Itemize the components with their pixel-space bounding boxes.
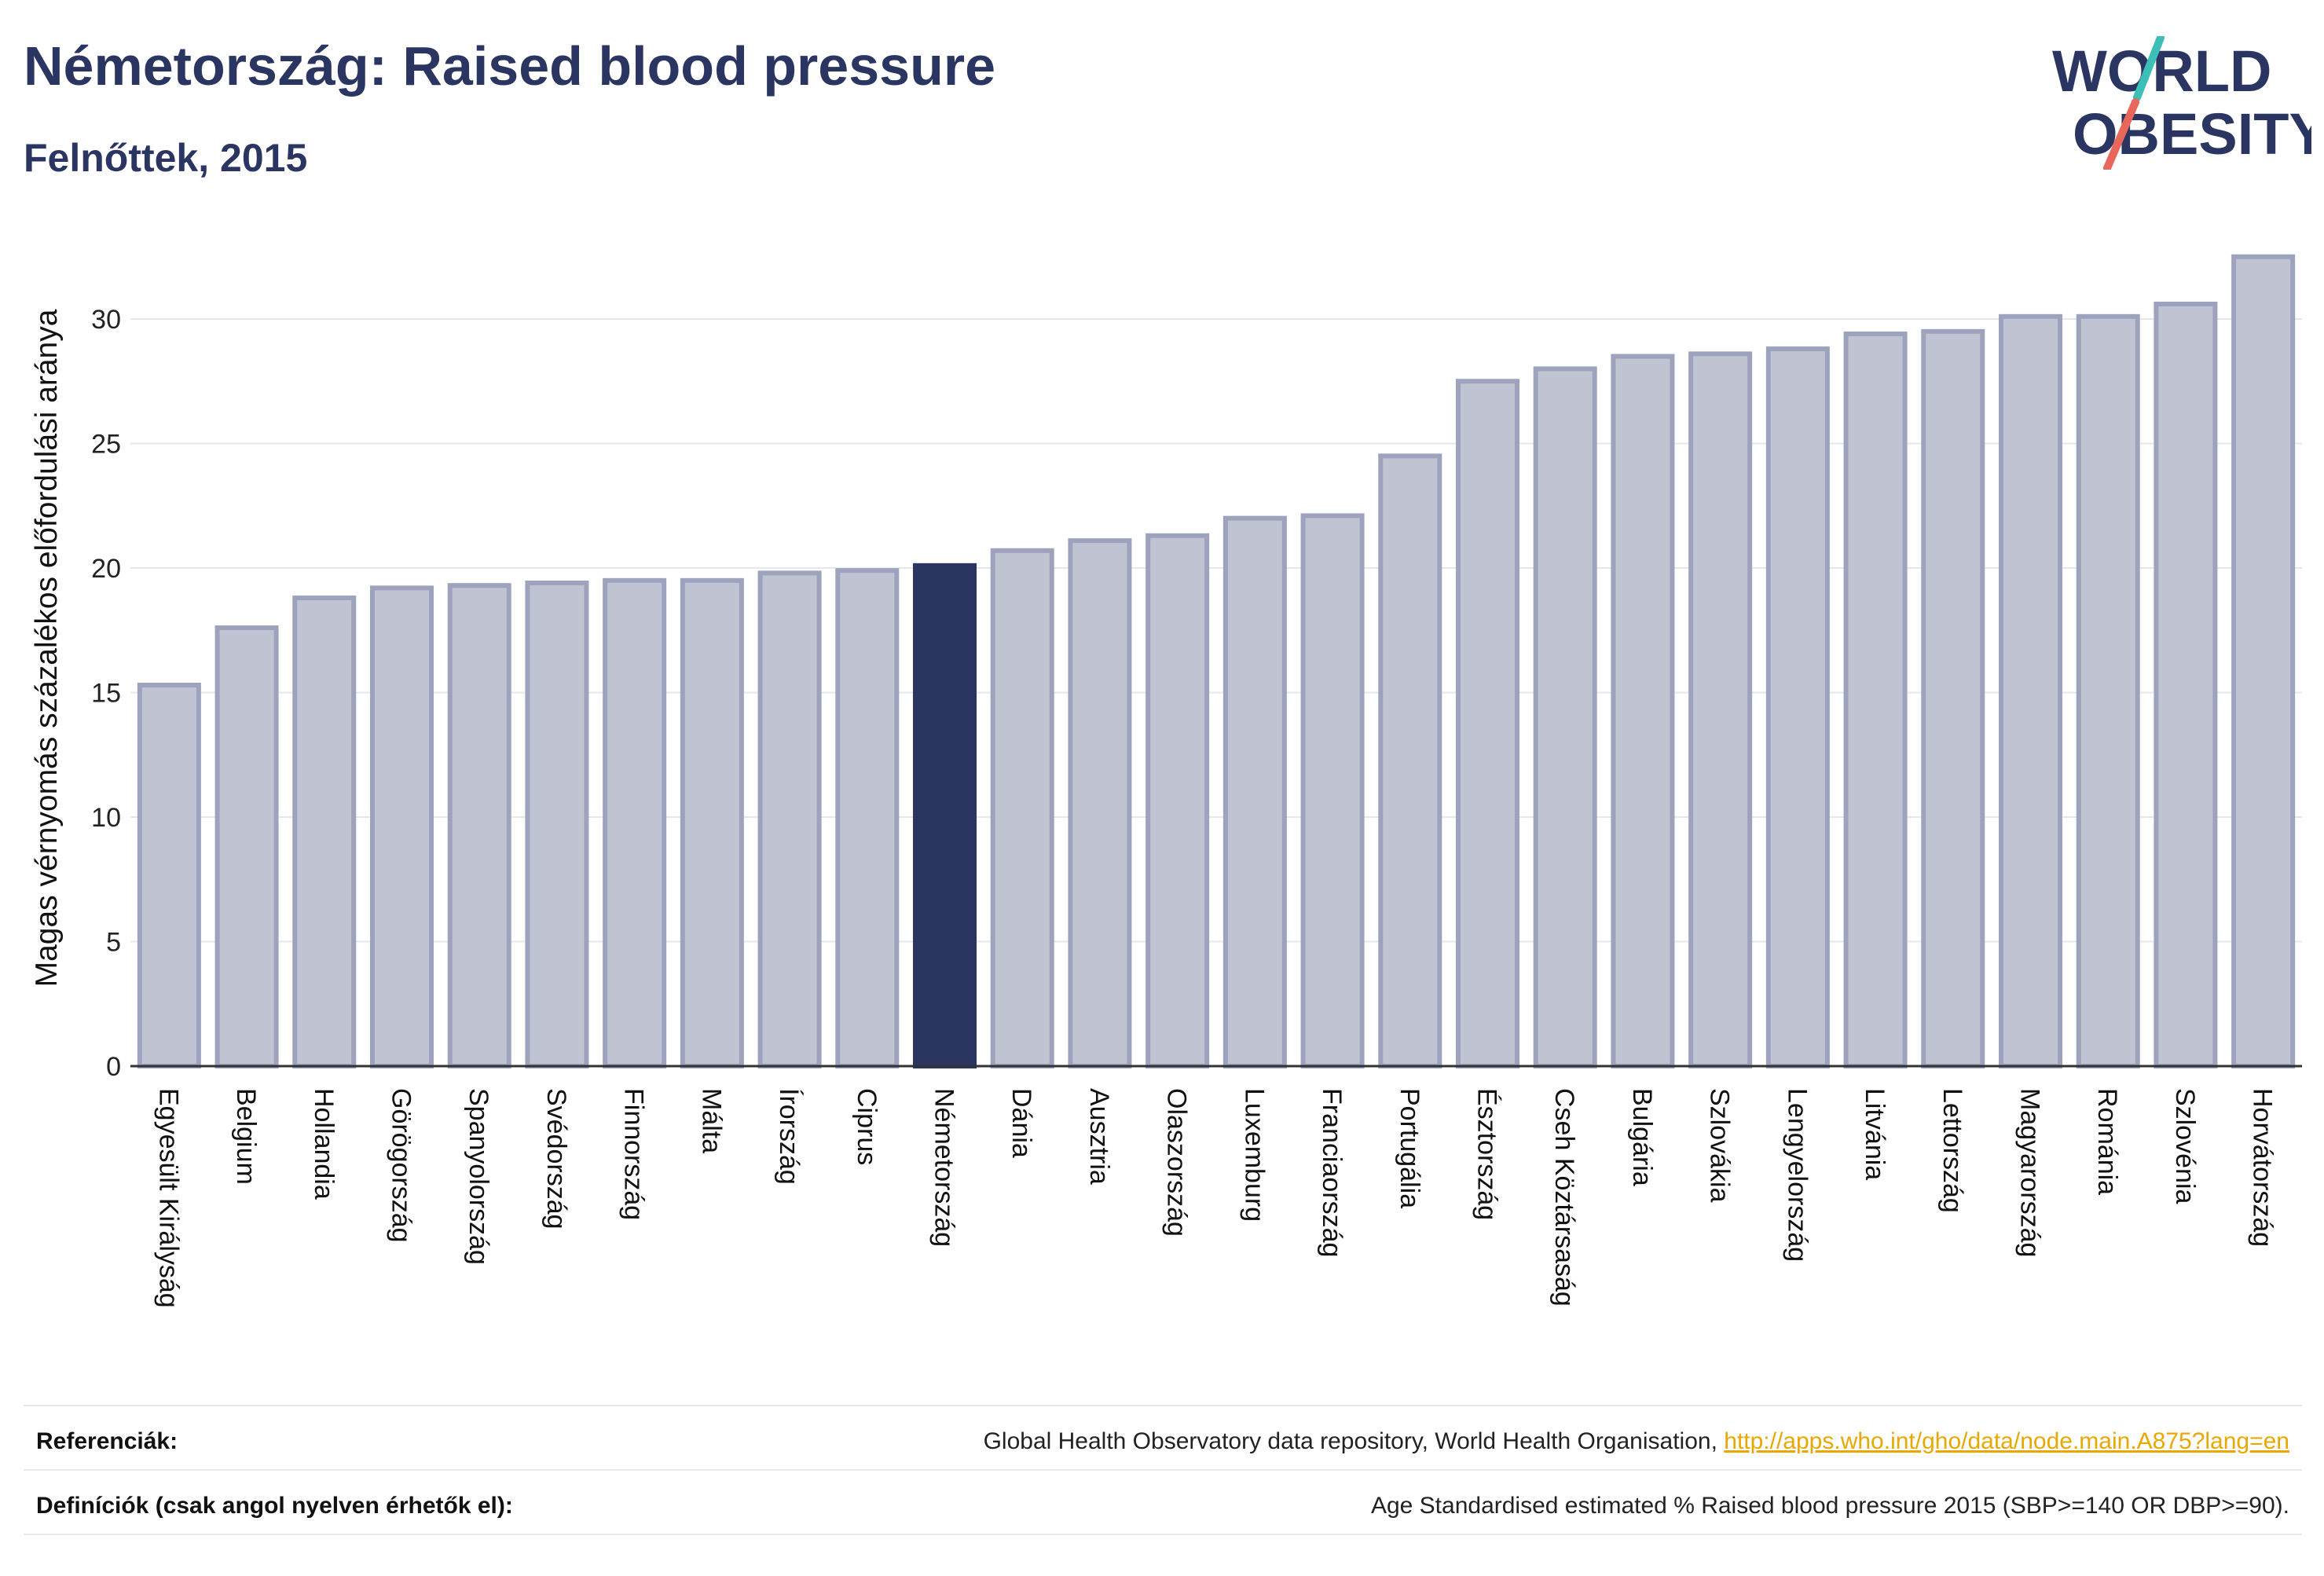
bar-6 [603,577,667,1068]
bar-26 [2154,301,2218,1069]
bar-7 [680,577,744,1068]
x-tick-label: Svédország [541,1088,571,1230]
bar-25 [2076,313,2140,1068]
x-tick-label: Luxemburg [1239,1088,1269,1222]
references-value: Global Health Observatory data repositor… [984,1428,2289,1455]
page-subtitle: Felnőttek, 2015 [24,136,308,180]
x-tick-label: Litvánia [1860,1088,1890,1180]
x-tick-label: Ausztria [1084,1088,1114,1185]
x-tick-label: Magyarország [2015,1088,2045,1257]
x-tick-label: Szlovákia [1705,1088,1735,1203]
x-tick-label: Horvátország [2248,1088,2278,1247]
x-tick-label: Németország [929,1088,959,1247]
x-tick-label: Lengyelország [1782,1088,1812,1262]
bar-chart: 0 5 10 15 20 25 30 Egyesült Királyság Belgium Ho… [30,254,2302,1308]
x-tick-label: Cseh Köztársaság [1549,1088,1579,1307]
bar-4 [447,583,511,1068]
x-tick-label: Olaszország [1162,1088,1192,1237]
footer-divider-bottom [24,1534,2302,1535]
x-tick-label: Írország [774,1088,804,1185]
bar-3 [369,585,434,1068]
bar-11 [990,548,1054,1068]
logo-slash-teal [2133,36,2165,101]
x-tick-label: Portugália [1395,1088,1424,1208]
y-axis-label: Magas vérnyomás százalékos előfordulási … [30,309,64,987]
bar-8 [757,570,822,1068]
x-tick-label: Bulgária [1627,1088,1657,1186]
definitions-label: Definíciók (csak angol nyelven érhetők e… [36,1493,513,1519]
y-tick-label: 20 [91,554,121,584]
references-text: Global Health Observatory data repositor… [983,1428,1717,1454]
x-tick-label: Spanyolország [464,1088,493,1265]
x-tick-label: Franciaország [1317,1088,1347,1257]
y-tick-label: 30 [91,305,121,335]
y-tick-label: 0 [106,1052,121,1082]
x-tick-label: Egyesült Királyság [153,1088,183,1308]
references-link[interactable]: http://apps.who.int/gho/data/node.main.A… [1724,1428,2289,1454]
bar-2 [292,596,357,1068]
bar-9 [835,568,900,1068]
x-tick-label: Észtország [1472,1088,1502,1220]
bar-17 [1455,379,1520,1068]
bar-15 [1300,513,1365,1068]
y-tick-labels: 0 5 10 15 20 25 30 [91,305,121,1082]
bar-21 [1765,346,1830,1069]
y-tick-label: 15 [91,679,121,709]
bar-22 [1843,332,1908,1068]
bar-5 [525,581,589,1068]
bar-12 [1068,538,1132,1068]
x-tick-label: Dánia [1006,1088,1036,1158]
x-tick-labels: Egyesült Királyság Belgium Hollandia Görögo… [153,1088,2277,1308]
x-tick-label: Szlovénia [2170,1088,2200,1204]
bar-19 [1611,354,1675,1068]
x-tick-label: Ciprus [852,1088,882,1165]
definitions-value: Age Standardised estimated % Raised bloo… [1370,1493,2289,1519]
bar-20 [1688,351,1753,1068]
logo-text-world: WORLD [2052,38,2272,104]
footer-divider-top [24,1405,2302,1406]
bar-14 [1222,515,1287,1068]
x-tick-label: Hollandia [309,1088,339,1200]
bar-27 [2231,254,2296,1068]
references-label: Referenciák: [36,1428,178,1454]
bar-18 [1533,366,1597,1068]
bar-1 [214,625,279,1068]
footer-divider-middle [24,1469,2302,1471]
bar-13 [1146,533,1210,1068]
bar-16 [1378,453,1442,1068]
x-tick-label: Görögország [387,1088,416,1243]
y-tick-label: 25 [91,430,121,460]
y-tick-label: 5 [106,928,121,958]
page-title: Németország: Raised blood pressure [24,35,995,97]
x-tick-label: Belgium [231,1088,261,1185]
logo-slash-red [2103,98,2139,170]
bars [137,254,2296,1069]
x-tick-label: Finnország [619,1088,649,1220]
bar-23 [1921,328,1985,1069]
bar-24 [1998,313,2063,1068]
x-tick-label: Lettország [1937,1088,1967,1213]
y-tick-label: 10 [91,803,121,833]
world-obesity-logo: WORLD OBESITY [2052,36,2311,170]
x-tick-label: Románia [2092,1088,2122,1195]
bar-10 [912,563,977,1068]
x-tick-label: Málta [696,1088,726,1153]
bar-0 [137,682,201,1068]
